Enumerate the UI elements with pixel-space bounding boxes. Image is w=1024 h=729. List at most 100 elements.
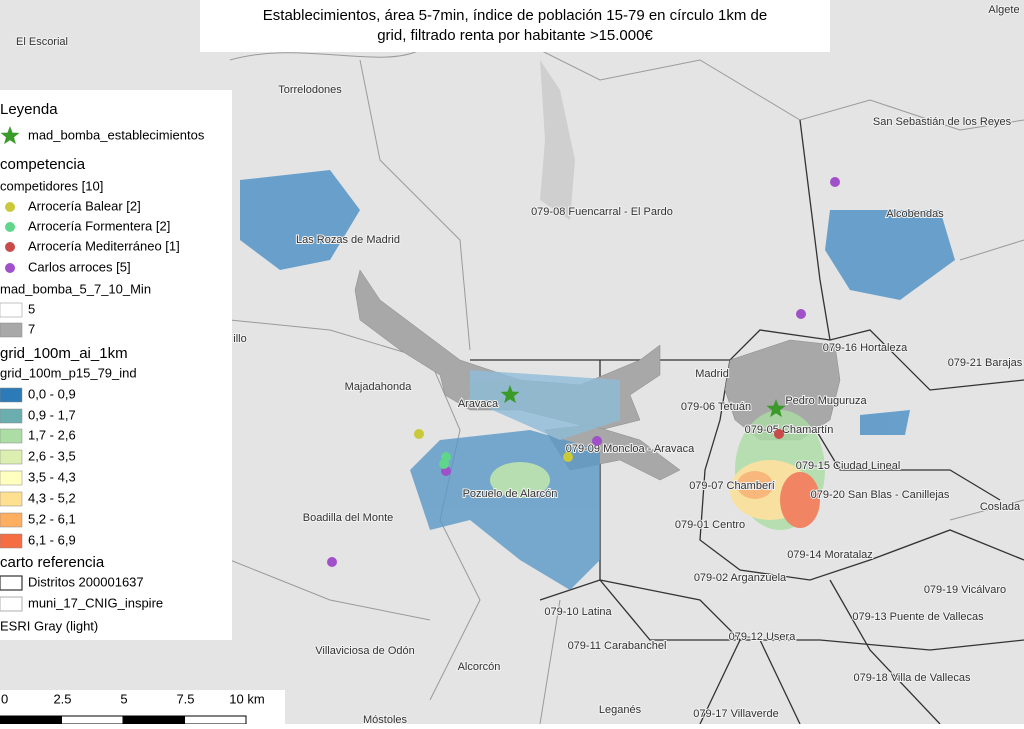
legend-label: 4,3 - 5,2 xyxy=(28,490,76,505)
place-label: Torrelodones xyxy=(278,84,342,96)
legend-swatch xyxy=(0,322,23,338)
place-label: Móstoles xyxy=(363,714,408,724)
place-label: 079-19 Vicálvaro xyxy=(924,584,1006,596)
legend-label: 1,7 - 2,6 xyxy=(28,427,76,442)
place-label: 079-13 Puente de Vallecas xyxy=(852,611,984,623)
place-label: Leganés xyxy=(599,704,642,716)
scale-segment xyxy=(61,715,124,725)
place-labels: El Escorial Torrelodones Algete San Sebasti… xyxy=(15,3,1024,727)
establishment-star xyxy=(766,399,786,418)
legend-swatch xyxy=(0,302,23,318)
legend-dot xyxy=(5,202,15,212)
place-label: 079-05 Chamartín xyxy=(745,424,834,436)
place-label: Pozuelo de Alarcón xyxy=(463,488,558,500)
competitor-point xyxy=(327,557,337,567)
competitor-point xyxy=(563,452,573,462)
place-label: El Escorial xyxy=(16,36,68,48)
title-line: grid, filtrado renta por habitante >15.0… xyxy=(377,27,653,44)
legend-swatch xyxy=(0,408,23,424)
legend-label: Arrocería Balear [2] xyxy=(28,198,141,213)
competitor-point xyxy=(414,429,424,439)
place-label: Alcobendas xyxy=(886,208,944,220)
place-label: 079-01 Centro xyxy=(675,519,745,531)
legend-label: Carlos arroces [5] xyxy=(28,259,131,274)
legend: Leyenda mad_bomba_establecimientoscompete… xyxy=(0,101,205,633)
legend-label: muni_17_CNIG_inspire xyxy=(28,595,163,610)
place-label: 079-06 Tetuán xyxy=(681,401,751,413)
competitor-point xyxy=(796,309,806,319)
legend-swatch xyxy=(0,512,23,528)
place-label: Coslada xyxy=(980,501,1021,513)
map-title: Establecimientos, área 5-7min, índice de… xyxy=(263,7,767,44)
legend-swatch xyxy=(0,470,23,486)
scale-label: 0 xyxy=(1,691,8,706)
place-label: 079-12 Usera xyxy=(729,631,797,643)
place-label: 079-17 Villaverde xyxy=(693,708,778,720)
legend-title: Leyenda xyxy=(0,101,58,118)
place-label: San Sebastián de los Reyes xyxy=(873,116,1012,128)
legend-label: 0,9 - 1,7 xyxy=(28,407,76,422)
title-line: Establecimientos, área 5-7min, índice de… xyxy=(263,7,767,24)
legend-label: Distritos 200001637 xyxy=(28,574,144,589)
scale-label: 7.5 xyxy=(176,691,194,706)
legend-label: 2,6 - 3,5 xyxy=(28,448,76,463)
legend-dot xyxy=(5,263,15,273)
place-label: 079-09 Moncloa - Aravaca xyxy=(566,443,695,455)
competitor-point xyxy=(439,459,449,469)
place-label: 079-08 Fuencarral - El Pardo xyxy=(531,206,673,218)
legend-swatch xyxy=(0,491,23,507)
legend-label: 5,2 - 6,1 xyxy=(28,511,76,526)
legend-swatch xyxy=(0,387,23,403)
legend-label: competidores [10] xyxy=(0,178,103,193)
legend-label: Arrocería Mediterráneo [1] xyxy=(28,238,180,253)
legend-label: 6,1 - 6,9 xyxy=(28,532,76,547)
reservoir xyxy=(540,60,575,220)
legend-label: carto referencia xyxy=(0,554,105,571)
scale-label: 10 km xyxy=(229,691,264,706)
scale-segment xyxy=(0,715,62,725)
place-label: 079-15 Ciudad Lineal xyxy=(796,460,901,472)
legend-dot xyxy=(5,222,15,232)
legend-star xyxy=(0,126,20,145)
scale-label: 5 xyxy=(120,691,127,706)
place-label: illo xyxy=(233,333,246,345)
legend-label: 3,5 - 4,3 xyxy=(28,469,76,484)
legend-label: grid_100m_p15_79_ind xyxy=(0,365,137,380)
scale-bar: 0 2.5 5 7.5 10 km xyxy=(0,691,265,725)
place-label: 079-14 Moratalaz xyxy=(787,549,873,561)
place-label: 079-02 Arganzuela xyxy=(694,572,787,584)
legend-label: ESRI Gray (light) xyxy=(0,618,98,633)
legend-dot xyxy=(5,242,15,252)
legend-label: 0,0 - 0,9 xyxy=(28,386,76,401)
population-grid xyxy=(240,170,955,590)
legend-swatch xyxy=(0,533,23,549)
scale-segment xyxy=(122,715,185,725)
competitor-points xyxy=(327,177,840,567)
scale-segment xyxy=(184,715,247,725)
establishment-star xyxy=(500,385,520,404)
place-label: 079-18 Villa de Vallecas xyxy=(853,672,971,684)
place-label: Pedro Muguruza xyxy=(785,395,867,407)
competitor-point xyxy=(774,429,784,439)
legend-label: 7 xyxy=(28,321,35,336)
place-label: Las Rozas de Madrid xyxy=(296,234,400,246)
place-label: 079-20 San Blas - Canillejas xyxy=(811,489,950,501)
place-label: Villaviciosa de Odón xyxy=(315,645,414,657)
place-label: 079-10 Latina xyxy=(544,606,612,618)
title-box xyxy=(200,0,830,52)
legend-label: Arrocería Formentera [2] xyxy=(28,218,170,233)
competitor-point xyxy=(592,436,602,446)
place-label: 079-16 Hortaleza xyxy=(823,342,908,354)
legend-label: mad_bomba_establecimientos xyxy=(28,127,205,142)
place-label: 079-21 Barajas xyxy=(948,357,1023,369)
place-label: Boadilla del Monte xyxy=(303,512,394,524)
place-label: Madrid xyxy=(695,368,729,380)
place-label: Aravaca xyxy=(458,398,499,410)
municipal-boundaries xyxy=(229,39,1024,725)
legend-swatch xyxy=(0,428,23,444)
legend-panel xyxy=(0,90,232,640)
place-label: Majadahonda xyxy=(345,381,413,393)
legend-swatch xyxy=(0,449,23,465)
